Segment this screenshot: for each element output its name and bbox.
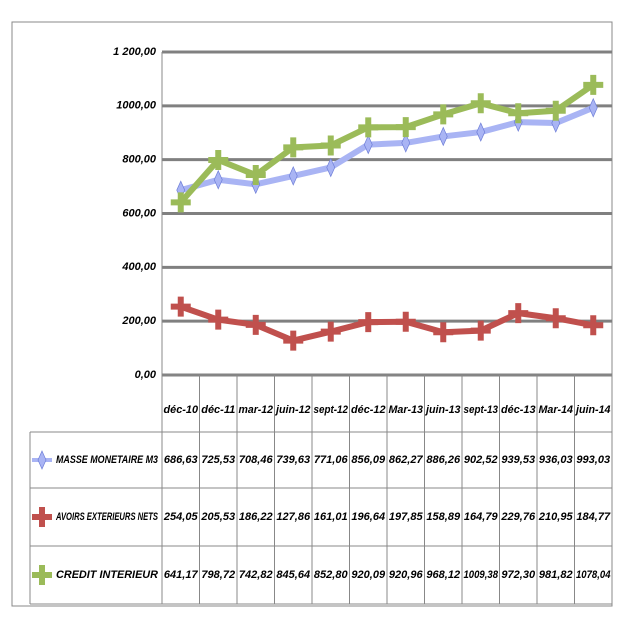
point-marker — [545, 100, 566, 121]
point-marker — [508, 303, 529, 324]
table-value: 981,82 — [539, 569, 573, 581]
y-tick-label: 600,00 — [122, 207, 157, 219]
legend-label: AVOIRS EXTERIEURS NETS — [55, 511, 158, 523]
table-value: 920,96 — [389, 569, 424, 581]
table-value: 771,06 — [314, 454, 349, 466]
point-marker — [363, 134, 373, 155]
table-value: 902,52 — [464, 454, 498, 466]
table-value: 196,64 — [351, 511, 385, 523]
table-value: 127,86 — [276, 511, 311, 523]
point-marker — [320, 135, 341, 156]
x-tick-label: Mar-13 — [389, 404, 424, 416]
table-value: 798,72 — [201, 569, 235, 581]
legend-label: MASSE MONETAIRE M3 — [56, 454, 158, 466]
table-value: 641,17 — [164, 569, 199, 581]
table-value: 197,85 — [389, 511, 424, 523]
point-marker — [395, 117, 416, 138]
point-marker — [470, 320, 491, 341]
table-value: 968,12 — [426, 569, 460, 581]
table-value: 939,53 — [501, 454, 535, 466]
y-tick-label: 0,00 — [135, 369, 157, 381]
table-value: 993,03 — [576, 454, 610, 466]
point-marker — [508, 103, 529, 124]
table-value: 856,09 — [351, 454, 386, 466]
table-value: 210,95 — [538, 511, 574, 523]
point-marker — [545, 308, 566, 329]
y-tick-label: 800,00 — [122, 154, 157, 166]
x-tick-label: Mar-14 — [539, 404, 574, 416]
point-marker — [433, 104, 454, 125]
point-marker — [208, 309, 229, 330]
x-tick-label: juin-13 — [424, 404, 460, 416]
table-value: 205,53 — [200, 511, 235, 523]
x-tick-label: déc-12 — [351, 404, 386, 416]
x-tick-label: juin-14 — [574, 404, 610, 416]
table-value: 186,22 — [239, 511, 273, 523]
table-value: 686,63 — [164, 454, 198, 466]
x-tick-label: déc-13 — [501, 404, 536, 416]
point-marker — [283, 330, 304, 351]
table-value: 742,82 — [239, 569, 273, 581]
legend-key-marker — [37, 450, 47, 470]
point-marker — [326, 157, 336, 178]
point-marker — [583, 74, 604, 95]
table-value: 936,03 — [539, 454, 573, 466]
x-tick-label: sept-13 — [464, 404, 499, 416]
x-tick-label: sept-12 — [314, 404, 349, 416]
table-value: 845,64 — [276, 569, 310, 581]
point-marker — [476, 122, 486, 142]
point-marker — [588, 97, 598, 118]
y-tick-label: 1 200,00 — [113, 46, 157, 58]
table-value: 972,30 — [501, 569, 536, 581]
table-value: 886,26 — [426, 454, 461, 466]
table-value: 920,09 — [351, 569, 386, 581]
x-tick-label: déc-10 — [164, 404, 199, 416]
x-tick-label: déc-11 — [201, 404, 235, 416]
point-marker — [320, 321, 341, 342]
point-marker — [358, 117, 379, 138]
table-value: 852,80 — [314, 569, 349, 581]
point-marker — [433, 322, 454, 343]
legend-label: CREDIT INTERIEUR — [56, 569, 158, 581]
table-value: 1009,38 — [464, 569, 499, 581]
point-marker — [358, 312, 379, 333]
series-line — [179, 104, 595, 194]
point-marker — [213, 169, 223, 190]
table-value: 158,89 — [426, 511, 461, 523]
point-marker — [470, 93, 491, 114]
x-tick-label: juin-12 — [274, 404, 310, 416]
point-marker — [438, 126, 448, 147]
table-value: 1078,04 — [576, 569, 611, 581]
point-marker — [395, 311, 416, 332]
point-marker — [245, 314, 266, 335]
table-value: 862,27 — [389, 454, 424, 466]
table-value: 739,63 — [276, 454, 310, 466]
table-value: 708,46 — [239, 454, 274, 466]
y-tick-label: 200,00 — [121, 315, 157, 327]
table-value: 184,77 — [576, 511, 611, 523]
point-marker — [283, 137, 304, 158]
legend-key-marker — [32, 507, 52, 527]
point-marker — [401, 133, 411, 153]
point-marker — [288, 166, 298, 186]
legend-key-marker — [32, 565, 52, 585]
table-value: 164,79 — [464, 511, 499, 523]
point-marker — [583, 315, 604, 336]
point-marker — [208, 150, 229, 171]
x-tick-label: mar-12 — [239, 404, 274, 416]
table-value: 725,53 — [201, 454, 235, 466]
point-marker — [170, 296, 191, 317]
table-value: 229,76 — [500, 511, 536, 523]
y-tick-label: 1000,00 — [116, 100, 157, 112]
table-value: 254,05 — [163, 511, 199, 523]
table-value: 161,01 — [314, 511, 348, 523]
y-tick-label: 400,00 — [121, 261, 157, 273]
point-marker — [170, 192, 191, 213]
point-marker — [245, 165, 266, 186]
